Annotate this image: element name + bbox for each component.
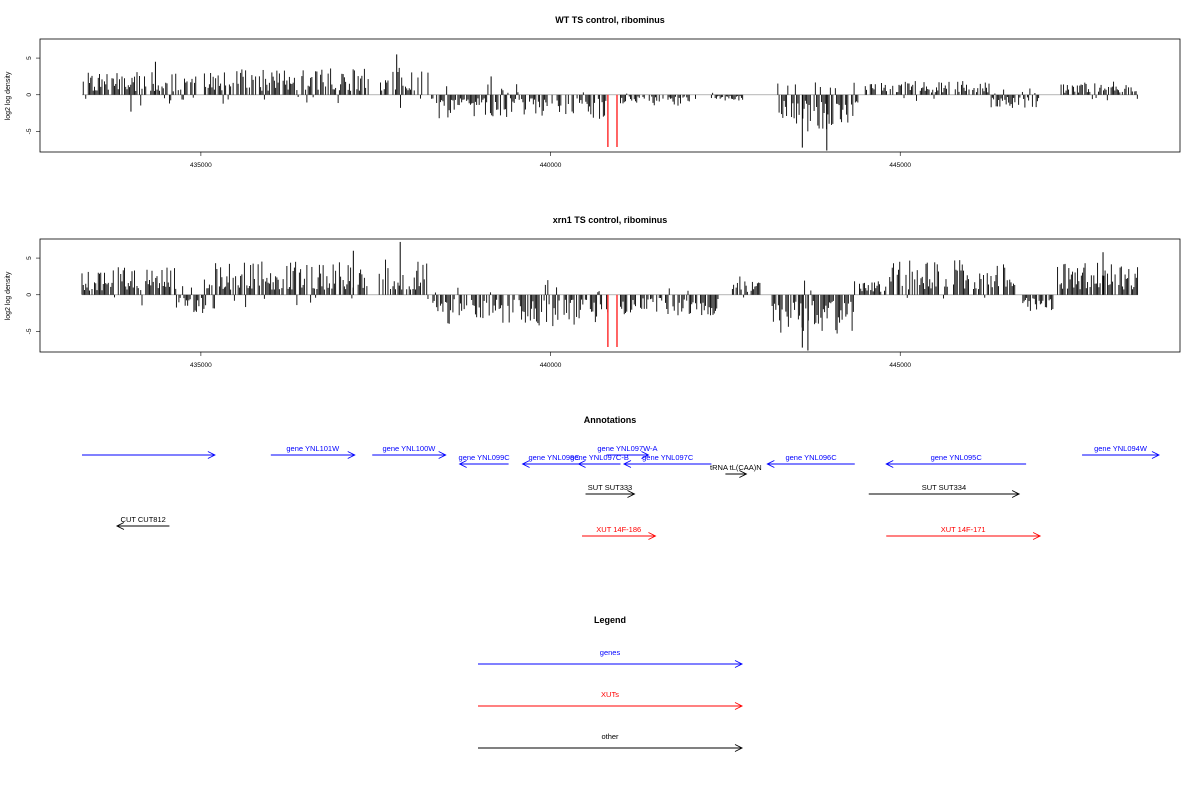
- x-tick-label: 445000: [889, 362, 911, 369]
- annotation-arrow: gene YNL097C: [622, 453, 712, 468]
- annotation-arrow: gene YNL098C: [521, 453, 586, 468]
- x-axis-xrn1: 435000 440000 445000: [190, 352, 911, 369]
- legend-panel: Legend genes XUTs other: [478, 615, 744, 752]
- annotation-label: tRNA tL(CAA)N: [710, 463, 762, 472]
- plot-frame-xrn1: [39, 238, 1181, 353]
- annotation-label: XUT 14F-171: [941, 525, 986, 534]
- panel-title-xrn1: xrn1 TS control, ribominus: [553, 215, 668, 225]
- arrow-head: [627, 490, 636, 498]
- x-tick-label: 440000: [540, 162, 562, 169]
- arrow-head: [739, 470, 748, 478]
- annotation-arrow: gene YNL099C: [458, 453, 511, 468]
- y-tick-label: 0: [26, 93, 33, 97]
- annotation-label: gene YNL097C: [642, 453, 694, 462]
- y-tick-label: -5: [26, 328, 33, 334]
- annotation-label: XUT 14F-186: [596, 525, 641, 534]
- y-axis-label-wt: log2 log density: [5, 71, 12, 120]
- annotation-label: gene YNL099C: [459, 453, 511, 462]
- panel-wt: WT TS control, ribominus 5 0 -5 435000 4400…: [5, 15, 1181, 169]
- arrow-head: [1151, 451, 1160, 459]
- x-axis-wt: 435000 440000 445000: [190, 152, 911, 169]
- annotation-label: SUT SUT334: [922, 483, 966, 492]
- arrow-head: [885, 460, 894, 468]
- annotation-arrow: [82, 451, 216, 459]
- panel-title-wt: WT TS control, ribominus: [555, 15, 665, 25]
- y-axis-wt: 5 0 -5: [26, 56, 40, 134]
- arrow-head: [347, 451, 356, 459]
- arrow-head: [734, 702, 744, 710]
- annotation-label: gene YNL097C-B: [570, 453, 629, 462]
- annotation-arrow: gene YNL101W: [270, 444, 356, 459]
- y-tick-label: 5: [26, 256, 33, 260]
- annotation-arrow: gene YNL096C: [766, 453, 855, 468]
- annotation-arrow: gene YNL097W-A: [597, 444, 658, 459]
- annotation-label: gene YNL097W-A: [597, 444, 657, 453]
- legend-label: genes: [600, 648, 621, 657]
- arrow-head: [641, 451, 650, 459]
- legend-label: other: [601, 732, 619, 741]
- annotation-arrow: gene YNL097C-B: [570, 453, 629, 468]
- annotation-arrow: tRNA tL(CAA)N: [710, 463, 762, 478]
- annotation-arrow: CUT CUT812: [115, 515, 170, 530]
- y-axis-label-xrn1: log2 log density: [5, 271, 12, 320]
- legend-label: XUTs: [601, 690, 619, 699]
- x-tick-label: 435000: [190, 162, 212, 169]
- annotation-arrow: SUT SUT333: [585, 483, 636, 498]
- legend-entry: XUTs: [478, 690, 744, 710]
- annotation-arrow: gene YNL100W: [372, 444, 447, 459]
- track-bars-xrn1: [81, 241, 1139, 351]
- y-tick-label: 5: [26, 56, 33, 60]
- legend-entries: genes XUTs other: [478, 648, 744, 752]
- legend-title: Legend: [594, 615, 626, 625]
- arrow-head: [766, 460, 775, 468]
- annotation-label: gene YNL094W: [1094, 444, 1148, 453]
- annotation-label: gene YNL098C: [528, 453, 580, 462]
- arrow-head: [622, 460, 632, 468]
- arrow-head: [734, 744, 744, 752]
- x-tick-label: 435000: [190, 362, 212, 369]
- arrow-head: [115, 522, 125, 530]
- annotations-title: Annotations: [584, 415, 637, 425]
- x-tick-label: 440000: [540, 362, 562, 369]
- annotation-arrow: XUT 14F-171: [886, 525, 1042, 540]
- arrow-head: [438, 451, 447, 459]
- annotation-arrow: gene YNL095C: [885, 453, 1027, 468]
- arrow-head: [577, 460, 586, 468]
- arrow-head: [648, 532, 657, 540]
- y-tick-label: 0: [26, 293, 33, 297]
- annotation-label: gene YNL100W: [383, 444, 437, 453]
- annotation-arrow: gene YNL094W: [1082, 444, 1160, 459]
- arrow-head: [458, 460, 467, 468]
- annotation-label: gene YNL101W: [286, 444, 340, 453]
- arrow-head: [734, 660, 744, 668]
- legend-entry: genes: [478, 648, 744, 668]
- annotation-label: CUT CUT812: [121, 515, 166, 524]
- y-tick-label: -5: [26, 128, 33, 134]
- annotation-arrow: XUT 14F-186: [582, 525, 657, 540]
- arrow-head: [207, 451, 216, 459]
- legend-entry: other: [478, 732, 744, 752]
- arrow-head: [1011, 490, 1021, 498]
- annotation-label: gene YNL096C: [785, 453, 837, 462]
- annotation-tracks: gene YNL101W gene YNL100W gene YNL099C gene…: [82, 444, 1160, 540]
- annotation-arrow: SUT SUT334: [868, 483, 1021, 498]
- arrow-head: [521, 460, 530, 468]
- annotations-panel: Annotations gene YNL101W gene YNL100Wgene…: [82, 415, 1160, 540]
- y-axis-xrn1: 5 0 -5: [26, 256, 40, 334]
- arrow-head: [1032, 532, 1042, 540]
- panel-xrn1: xrn1 TS control, ribominus 5 0 -5 435000 44…: [5, 215, 1181, 369]
- track-bars-wt: [82, 54, 1138, 151]
- annotation-label: gene YNL095C: [931, 453, 983, 462]
- annotation-label: SUT SUT333: [588, 483, 632, 492]
- x-tick-label: 445000: [889, 162, 911, 169]
- plot-frame-wt: [39, 38, 1181, 153]
